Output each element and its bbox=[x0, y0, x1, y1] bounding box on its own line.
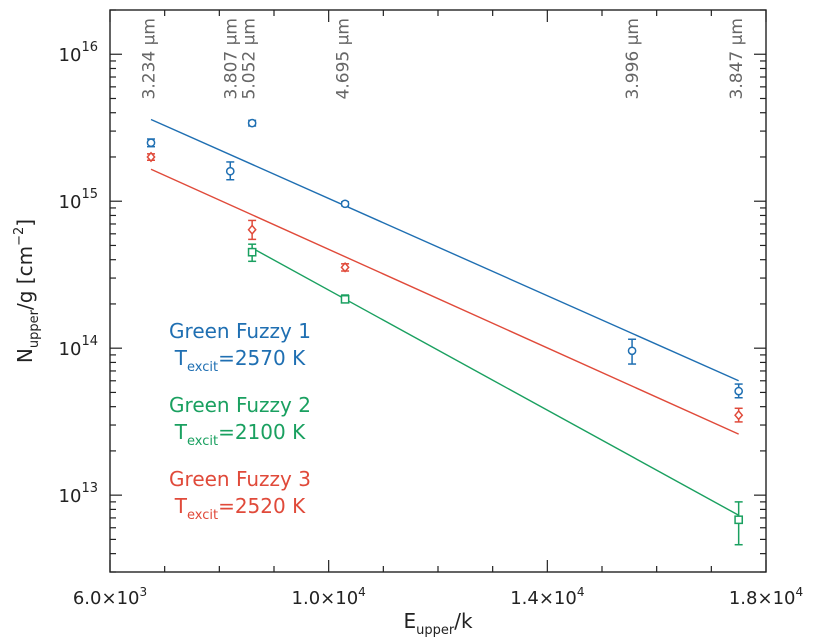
x-tick-label: 1.4×104 bbox=[510, 585, 584, 609]
marker-circle bbox=[247, 118, 257, 128]
wavelength-label: 5.052 µm bbox=[239, 18, 259, 99]
legend-texcit: Texcit=2100 K bbox=[174, 420, 306, 449]
legend-series-name: Green Fuzzy 2 bbox=[169, 393, 311, 417]
data-point bbox=[225, 161, 235, 181]
x-tick-label: 1.0×104 bbox=[292, 585, 366, 609]
fit-line bbox=[251, 247, 740, 516]
x-tick-label: 1.8×104 bbox=[729, 585, 803, 609]
marker-diamond bbox=[340, 261, 350, 273]
data-point bbox=[340, 294, 350, 304]
marker-circle bbox=[734, 386, 744, 396]
marker-square bbox=[247, 247, 257, 257]
marker-circle bbox=[340, 199, 350, 209]
data-point bbox=[247, 219, 257, 241]
y-tick-label: 1015 bbox=[59, 187, 98, 213]
legend-texcit: Texcit=2570 K bbox=[174, 346, 306, 375]
legend-series-name: Green Fuzzy 3 bbox=[169, 467, 311, 491]
y-axis-title: Nupper/g [cm−2] bbox=[12, 219, 42, 363]
marker-circle bbox=[146, 138, 156, 148]
x-axis-title: Eupper/k bbox=[403, 609, 472, 638]
marker-square bbox=[340, 294, 350, 304]
marker-diamond bbox=[247, 224, 257, 236]
data-point bbox=[627, 338, 637, 365]
legend-series-name: Green Fuzzy 1 bbox=[169, 319, 311, 343]
y-tick-label: 1014 bbox=[59, 334, 98, 360]
marker-circle bbox=[225, 166, 235, 176]
y-tick-label: 1013 bbox=[59, 481, 98, 507]
fit-line bbox=[150, 118, 739, 382]
wavelength-label: 3.996 µm bbox=[623, 18, 643, 99]
data-point bbox=[340, 261, 350, 273]
x-tick-label: 6.0×103 bbox=[73, 585, 147, 609]
wavelength-label: 3.234 µm bbox=[139, 18, 159, 99]
wavelength-label: 3.807 µm bbox=[221, 18, 241, 99]
data-point bbox=[146, 151, 156, 163]
data-point bbox=[734, 407, 744, 423]
wavelength-label: 3.847 µm bbox=[727, 18, 747, 99]
y-tick-label: 1016 bbox=[59, 40, 98, 66]
legend-texcit: Texcit=2520 K bbox=[174, 494, 306, 523]
data-point bbox=[340, 199, 350, 209]
data-point bbox=[247, 118, 257, 128]
marker-diamond bbox=[146, 151, 156, 163]
fit-line bbox=[150, 168, 739, 435]
marker-square bbox=[734, 515, 744, 525]
data-point bbox=[734, 383, 744, 399]
marker-diamond bbox=[734, 409, 744, 421]
data-point bbox=[734, 501, 744, 546]
wavelength-label: 4.695 µm bbox=[333, 18, 353, 99]
data-point bbox=[247, 243, 257, 263]
marker-circle bbox=[627, 346, 637, 356]
data-point bbox=[146, 138, 156, 148]
